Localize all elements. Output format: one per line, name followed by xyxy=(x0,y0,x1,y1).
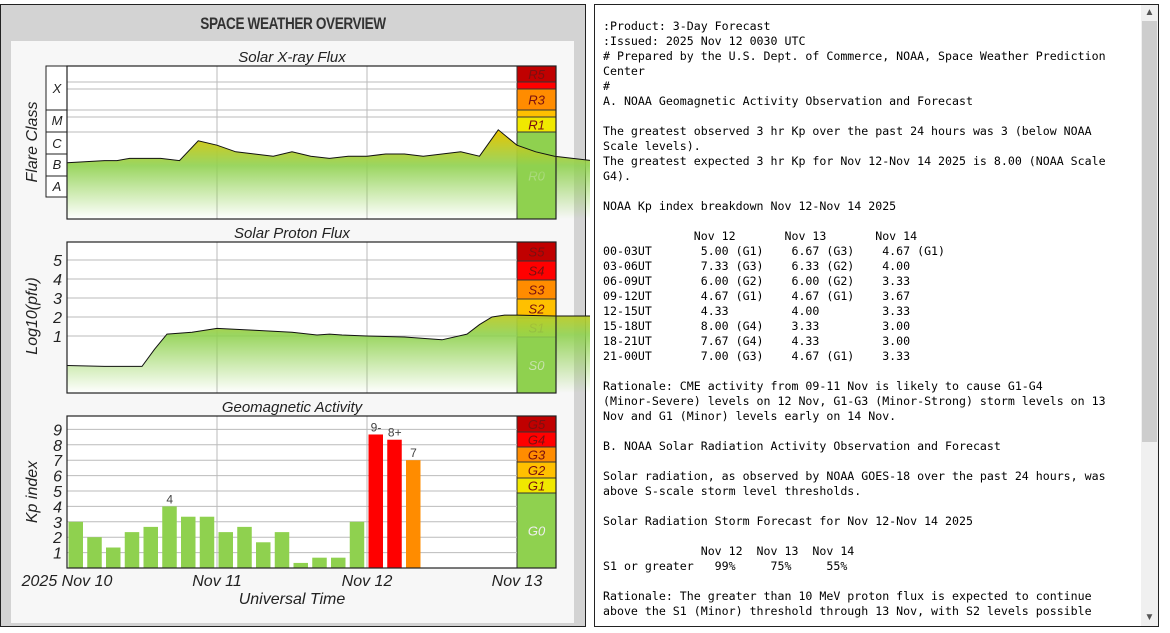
scale-label: S4 xyxy=(529,264,545,279)
y-tick-label: 1 xyxy=(53,546,62,563)
y-axis-label: Flare Class xyxy=(24,102,41,183)
scale-label: G3 xyxy=(528,448,546,463)
y-tick-label: 3 xyxy=(53,515,62,532)
kp-bar xyxy=(218,532,233,568)
kp-bar xyxy=(124,532,140,568)
kp-bar xyxy=(331,557,346,568)
kp-bar xyxy=(293,562,308,568)
scale-label: G2 xyxy=(528,463,546,478)
plot-border xyxy=(66,415,557,569)
kp-bar xyxy=(199,516,215,568)
x-tick-label: Nov 11 xyxy=(192,573,242,590)
x-tick-label: Nov 13 xyxy=(492,573,543,590)
kp-bar-label: 8+ xyxy=(388,426,402,440)
scale-band-unlabeled xyxy=(516,81,557,90)
kp-bar xyxy=(143,526,158,568)
flare-class-label: X xyxy=(52,81,63,96)
forecast-text: :Product: 3-Day Forecast :Issued: 2025 N… xyxy=(603,19,1106,618)
flare-class-label: C xyxy=(52,136,62,151)
scale-label: G1 xyxy=(528,479,545,494)
kp-bar xyxy=(87,537,102,568)
scale-label: G5 xyxy=(528,417,546,432)
kp-bar xyxy=(349,521,365,568)
scale-label: S2 xyxy=(529,302,546,317)
scale-label: S5 xyxy=(529,245,546,260)
plot-border xyxy=(66,65,557,220)
forecast-text-panel[interactable]: :Product: 3-Day Forecast :Issued: 2025 N… xyxy=(594,4,1159,627)
y-tick-label: 7 xyxy=(53,453,63,470)
kp-bar xyxy=(237,526,252,568)
scale-label: R5 xyxy=(528,67,545,82)
flare-class-label: M xyxy=(52,113,63,128)
y-axis-label: Log10(pfu) xyxy=(24,277,41,354)
kp-bar xyxy=(368,434,383,568)
x-tick-label: Nov 12 xyxy=(342,573,393,590)
x-axis-label: Universal Time xyxy=(239,591,346,608)
y-tick-label: 4 xyxy=(53,499,62,516)
kp-bar-label: 9- xyxy=(371,420,382,434)
plot-border xyxy=(66,241,557,394)
kp-bar xyxy=(68,521,83,568)
y-tick-label: 9 xyxy=(53,422,62,439)
scroll-up-icon[interactable]: ▲ xyxy=(1144,7,1155,18)
flare-class-label: A xyxy=(52,179,62,194)
y-tick-label: 2 xyxy=(52,530,62,547)
kp-bar xyxy=(406,460,421,568)
kp-bar xyxy=(256,542,271,568)
y-tick-label: 5 xyxy=(53,253,62,270)
y-tick-label: 5 xyxy=(53,484,62,501)
y-tick-label: 6 xyxy=(53,469,62,486)
proton-flux-fill xyxy=(67,315,590,393)
kp-bar xyxy=(387,439,402,568)
chart-title: Solar X-ray Flux xyxy=(238,49,346,66)
kp-bar xyxy=(162,506,177,568)
x-tick-label: 2025 Nov 10 xyxy=(21,573,113,590)
scroll-down-icon[interactable]: ▼ xyxy=(1144,612,1155,623)
plot-area xyxy=(67,416,517,568)
kp-bar xyxy=(106,547,121,568)
y-tick-label: 8 xyxy=(53,438,62,455)
scale-label: R3 xyxy=(528,93,545,108)
scale-label: G4 xyxy=(528,433,545,448)
scrollbar[interactable]: ▲ ▼ xyxy=(1141,5,1158,626)
kp-bar-label: 4 xyxy=(166,492,173,506)
y-axis-label: Kp index xyxy=(24,460,41,523)
y-tick-label: 2 xyxy=(52,310,62,327)
chart-title: Solar Proton Flux xyxy=(234,225,350,242)
kp-bar-label: 7 xyxy=(410,446,417,460)
scale-label: S3 xyxy=(529,283,546,298)
scrollbar-thumb[interactable] xyxy=(1142,21,1157,442)
kp-bar xyxy=(274,532,290,568)
kp-bar xyxy=(312,557,327,568)
flare-class-label: B xyxy=(53,157,62,172)
scale-band-unlabeled xyxy=(516,109,557,118)
y-tick-label: 4 xyxy=(53,272,62,289)
y-tick-label: 1 xyxy=(53,329,62,346)
scale-label: R1 xyxy=(528,118,545,133)
chart-title: Geomagnetic Activity xyxy=(222,399,364,416)
space-weather-charts: Solar X-ray FluxR5R3R1R0XMCBAFlare Class… xyxy=(21,49,590,608)
y-tick-label: 3 xyxy=(53,291,62,308)
xray-flux-line xyxy=(66,129,590,164)
kp-bar xyxy=(181,516,196,568)
proton-flux-line xyxy=(66,314,590,367)
panel-title: SPACE WEATHER OVERVIEW xyxy=(200,14,386,33)
scale-label: G0 xyxy=(528,524,546,539)
